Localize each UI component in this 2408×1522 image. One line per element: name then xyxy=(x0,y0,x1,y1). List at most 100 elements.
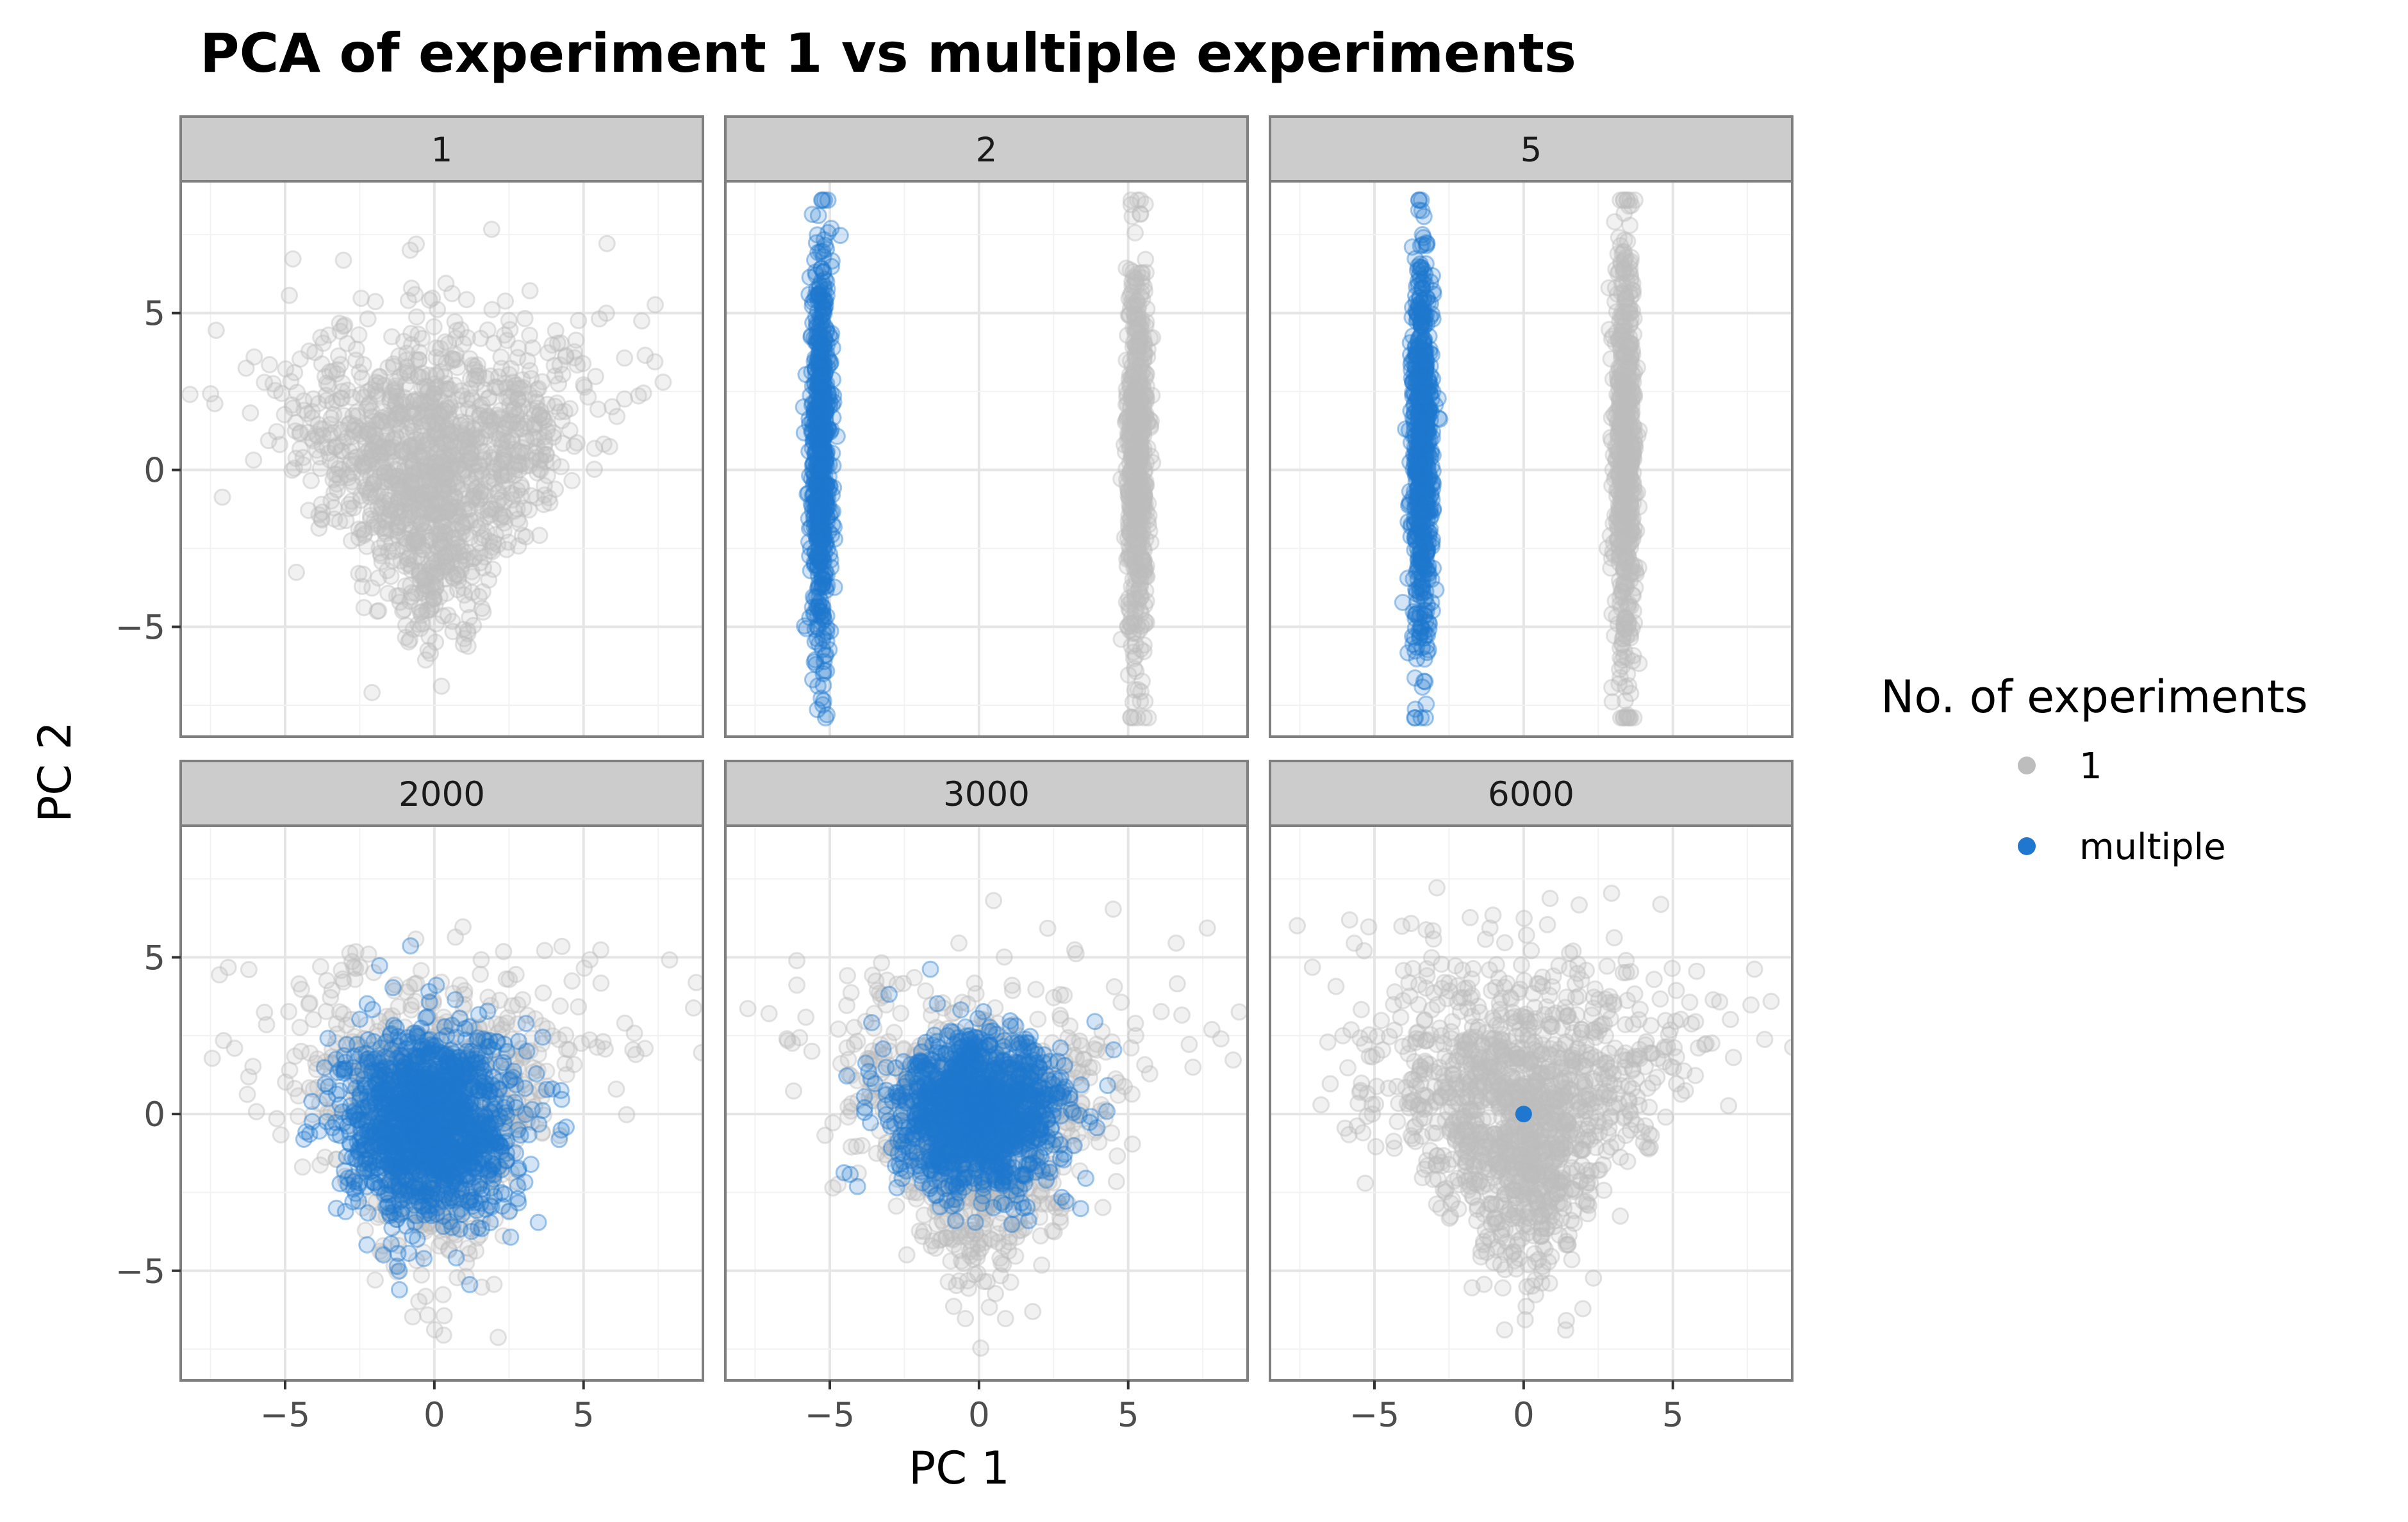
data-point xyxy=(450,554,468,572)
data-point xyxy=(1121,427,1139,445)
data-point xyxy=(438,420,456,437)
data-point xyxy=(1136,559,1154,577)
data-point xyxy=(1128,466,1146,484)
data-point xyxy=(1127,509,1145,527)
data-point xyxy=(807,428,825,446)
data-point xyxy=(1133,392,1151,410)
data-point xyxy=(454,579,472,597)
data-point xyxy=(1121,615,1139,632)
data-point xyxy=(362,380,380,398)
data-point xyxy=(484,470,502,487)
data-point xyxy=(815,291,833,309)
data-point xyxy=(482,505,500,523)
data-point xyxy=(473,528,491,546)
data-point xyxy=(1126,532,1144,550)
data-point xyxy=(312,329,330,347)
data-point xyxy=(390,457,408,475)
data-point xyxy=(1135,479,1153,496)
data-point xyxy=(814,530,832,548)
data-point xyxy=(1131,432,1149,450)
data-point xyxy=(812,505,830,523)
data-point xyxy=(803,470,821,487)
data-point xyxy=(454,547,472,565)
data-point xyxy=(1125,418,1143,436)
data-point xyxy=(1124,393,1141,411)
data-point xyxy=(379,359,397,377)
data-point xyxy=(812,381,830,399)
data-point xyxy=(443,457,461,475)
data-point xyxy=(430,405,448,423)
data-point xyxy=(1126,405,1144,423)
data-point xyxy=(1129,309,1147,327)
data-point xyxy=(472,489,490,507)
data-point xyxy=(803,421,821,439)
data-point xyxy=(813,429,831,447)
data-point xyxy=(295,392,313,410)
data-point xyxy=(369,438,387,455)
data-point xyxy=(511,420,529,438)
data-point xyxy=(1136,345,1154,363)
data-point xyxy=(397,530,415,548)
data-point xyxy=(497,375,515,393)
data-point xyxy=(816,421,834,439)
data-point xyxy=(1132,377,1150,395)
data-point xyxy=(1125,407,1143,425)
data-point xyxy=(811,410,829,428)
data-point xyxy=(490,482,507,500)
data-point xyxy=(415,405,433,423)
data-point xyxy=(805,400,823,418)
data-point xyxy=(394,441,412,459)
data-point xyxy=(804,394,821,412)
data-point xyxy=(1132,442,1149,460)
data-point xyxy=(807,443,825,461)
data-point xyxy=(1120,489,1138,507)
data-point xyxy=(811,338,829,356)
data-point xyxy=(518,432,536,450)
data-point xyxy=(399,459,416,477)
data-point xyxy=(1128,709,1146,727)
data-point xyxy=(1130,566,1148,584)
data-point xyxy=(809,452,827,470)
data-point xyxy=(321,363,338,380)
data-point xyxy=(431,340,449,357)
data-point xyxy=(807,334,825,352)
data-point xyxy=(1135,344,1153,362)
data-point xyxy=(360,425,378,443)
data-point xyxy=(521,282,539,300)
data-point xyxy=(521,362,539,380)
data-point xyxy=(814,571,832,589)
data-point xyxy=(804,206,821,224)
data-point xyxy=(804,433,822,451)
data-point xyxy=(1123,609,1140,627)
data-point xyxy=(1123,546,1141,564)
data-point xyxy=(293,1158,311,1176)
data-point xyxy=(398,443,416,461)
data-point xyxy=(813,404,831,421)
data-point xyxy=(1125,399,1143,417)
data-point xyxy=(810,414,828,432)
data-point xyxy=(324,363,342,380)
data-point xyxy=(816,646,834,664)
data-point xyxy=(345,455,363,473)
data-point xyxy=(1123,386,1141,404)
data-point xyxy=(809,499,827,517)
data-point xyxy=(429,436,447,454)
data-point xyxy=(1126,388,1144,406)
data-point xyxy=(447,508,465,526)
data-point xyxy=(809,414,827,432)
data-point xyxy=(809,598,827,616)
data-point xyxy=(1121,602,1139,620)
data-point xyxy=(213,488,231,506)
data-point xyxy=(456,431,474,449)
data-point xyxy=(545,357,563,375)
data-point xyxy=(447,351,465,368)
data-point xyxy=(272,1126,290,1144)
data-point xyxy=(422,559,440,577)
data-point xyxy=(364,432,382,450)
data-point xyxy=(450,544,468,562)
data-point xyxy=(561,421,579,439)
data-point xyxy=(463,584,481,601)
data-point xyxy=(1131,408,1149,426)
data-point xyxy=(812,398,830,416)
data-point xyxy=(438,421,456,439)
